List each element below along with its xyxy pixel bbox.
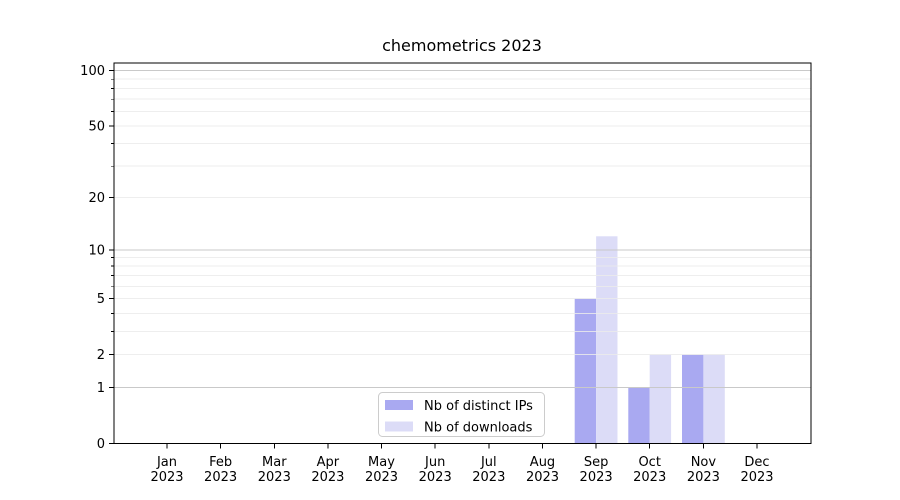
legend-label-distinct-ips: Nb of distinct IPs (424, 399, 533, 414)
x-tick-label-year: 2023 (526, 470, 559, 485)
x-tick-label-year: 2023 (311, 470, 344, 485)
x-tick-label-month: Aug (530, 455, 555, 470)
x-tick-label-month: Jun (424, 455, 445, 470)
tick-labels-group: 0125102050100Jan2023Feb2023Mar2023Apr202… (80, 64, 773, 485)
bar-nb-of-downloads (649, 354, 672, 444)
x-tick-label-month: Nov (691, 455, 717, 470)
x-tick-label-year: 2023 (740, 470, 773, 485)
chart-title: chemometrics 2023 (382, 36, 542, 55)
x-tick-label-month: Jul (480, 455, 497, 470)
axes-group (109, 62, 812, 449)
y-tick-label: 100 (80, 64, 105, 79)
x-tick-label-year: 2023 (472, 470, 505, 485)
legend-label-downloads: Nb of downloads (424, 421, 533, 436)
y-tick-label: 20 (88, 191, 105, 206)
x-tick-label-year: 2023 (204, 470, 237, 485)
bar-nb-of-downloads (703, 354, 725, 444)
x-tick-label-month: Jan (156, 455, 177, 470)
legend-box (378, 392, 545, 437)
plot-border (113, 62, 812, 444)
x-tick-label-year: 2023 (687, 470, 720, 485)
x-tick-label-month: Feb (209, 455, 232, 470)
y-tick-label: 0 (97, 437, 105, 452)
grid-minor-group (114, 78, 811, 356)
x-tick-label-year: 2023 (633, 470, 666, 485)
x-tick-label-month: Mar (262, 455, 287, 470)
legend-swatch-distinct-ips (385, 400, 413, 410)
x-tick-label-year: 2023 (258, 470, 291, 485)
x-tick-label-month: Sep (584, 455, 609, 470)
y-tick-label: 5 (97, 292, 105, 307)
y-tick-label: 2 (97, 348, 105, 363)
x-tick-label-year: 2023 (365, 470, 398, 485)
x-tick-label-year: 2023 (419, 470, 452, 485)
x-tick-label-month: Dec (744, 455, 769, 470)
x-tick-label-month: Oct (638, 455, 660, 470)
bar-nb-of-distinct-ips (682, 354, 704, 444)
y-tick-label: 10 (88, 243, 105, 258)
legend-swatch-downloads (385, 421, 413, 432)
x-tick-label-month: May (368, 455, 395, 470)
y-tick-label: 50 (88, 119, 105, 134)
bar-nb-of-downloads (596, 236, 618, 444)
x-tick-label-year: 2023 (580, 470, 613, 485)
x-tick-label-year: 2023 (150, 470, 183, 485)
bar-nb-of-distinct-ips (574, 298, 597, 444)
legend: Nb of distinct IPs Nb of downloads (378, 392, 545, 437)
y-tick-label: 1 (97, 381, 105, 396)
bars-group (574, 236, 725, 444)
x-tick-label-month: Apr (317, 455, 340, 470)
bar-nb-of-distinct-ips (628, 387, 650, 444)
grid-major-group (114, 70, 811, 388)
